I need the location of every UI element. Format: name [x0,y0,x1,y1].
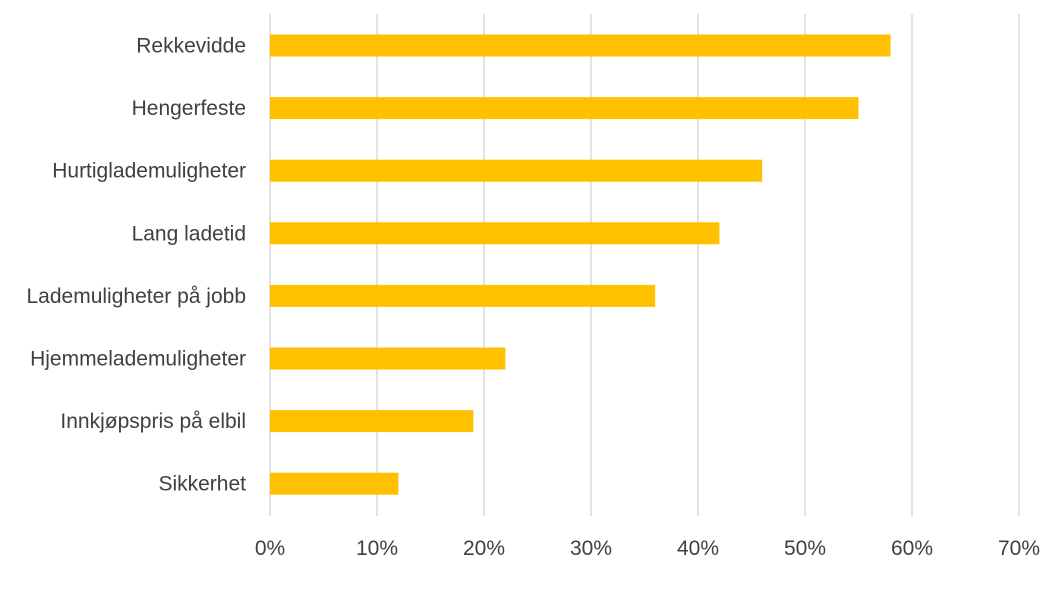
category-labels: Rekkevidde Hengerfeste Hurtiglademulighete… [27,35,247,496]
x-tick-label: 70% [998,537,1040,560]
category-label: Lang ladetid [132,222,246,245]
x-tick-label: 0% [255,537,285,560]
category-label: Hengerfeste [132,97,246,120]
gridlines [269,14,1020,516]
bar [270,97,859,120]
bars [270,34,891,495]
x-tick-labels: 0% 10% 20% 30% 40% 50% 60% 70% [255,537,1040,560]
x-tick-label: 10% [356,537,398,560]
category-label: Innkjøpspris på elbil [60,410,246,433]
x-tick-label: 40% [677,537,719,560]
x-tick-label: 20% [463,537,505,560]
x-tick-label: 30% [570,537,612,560]
category-label: Hjemmelademuligheter [30,348,246,371]
category-label: Hurtiglademuligheter [52,160,246,183]
bar [270,284,656,307]
bar [270,159,763,182]
category-label: Sikkerhet [158,473,246,496]
x-tick-label: 50% [784,537,826,560]
bar [270,472,399,495]
x-tick-label: 60% [891,537,933,560]
category-label: Rekkevidde [136,35,246,58]
bar [270,34,891,57]
bar [270,347,506,370]
bar [270,410,474,433]
category-label: Lademuligheter på jobb [27,285,247,308]
bar [270,222,720,245]
